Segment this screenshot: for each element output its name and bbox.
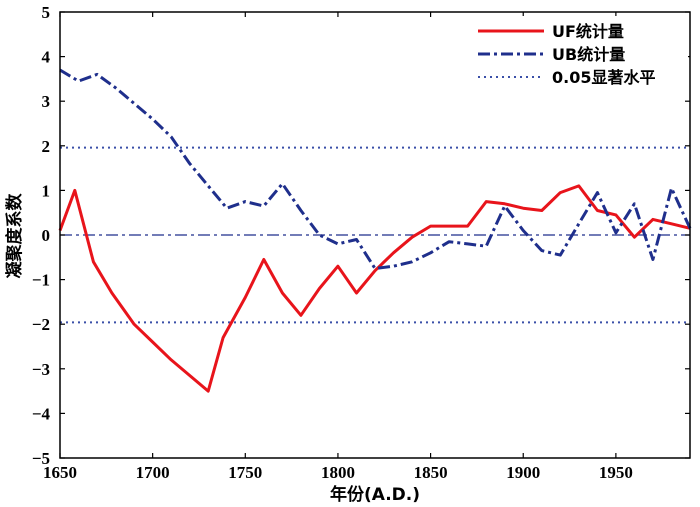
series-lines (58, 68, 692, 393)
y-axis-title: 凝聚度系数 (4, 193, 25, 279)
legend-label-ub: UB统计量 (552, 45, 625, 64)
x-tick-label: 1850 (414, 463, 448, 482)
y-tick-label: −5 (32, 449, 50, 468)
y-tick-label: −4 (32, 404, 51, 423)
legend: UF统计量 UB统计量 0.05显著水平 (470, 16, 688, 94)
y-tick-label: 3 (42, 92, 51, 111)
y-tick-label: −1 (32, 271, 50, 290)
series-line-ub (59, 68, 692, 270)
axes: 1650 1700 1750 1800 1850 1900 1950 −5 −4 −3 −2 −1 0 1… (32, 3, 691, 482)
series-line-uf (58, 184, 691, 393)
x-axis-title: 年份(A.D.) (330, 484, 420, 505)
y-tick-label: −2 (32, 315, 50, 334)
y-tick-label: 4 (42, 48, 51, 67)
y-tick-label: 0 (42, 226, 51, 245)
x-tick-label: 1650 (43, 463, 77, 482)
y-tick-label: −3 (32, 360, 50, 379)
x-tick-label: 1750 (228, 463, 262, 482)
x-tick-label: 1800 (321, 463, 355, 482)
x-tick-label: 1900 (506, 463, 540, 482)
y-tick-label: 5 (42, 3, 51, 22)
y-tick-label: 2 (42, 137, 51, 156)
legend-label-uf: UF统计量 (552, 22, 624, 41)
legend-label-significance: 0.05显著水平 (552, 68, 655, 87)
x-tick-label: 1950 (599, 463, 633, 482)
y-tick-label: 1 (42, 181, 51, 200)
reference-lines (60, 146, 690, 324)
x-tick-label: 1700 (136, 463, 170, 482)
